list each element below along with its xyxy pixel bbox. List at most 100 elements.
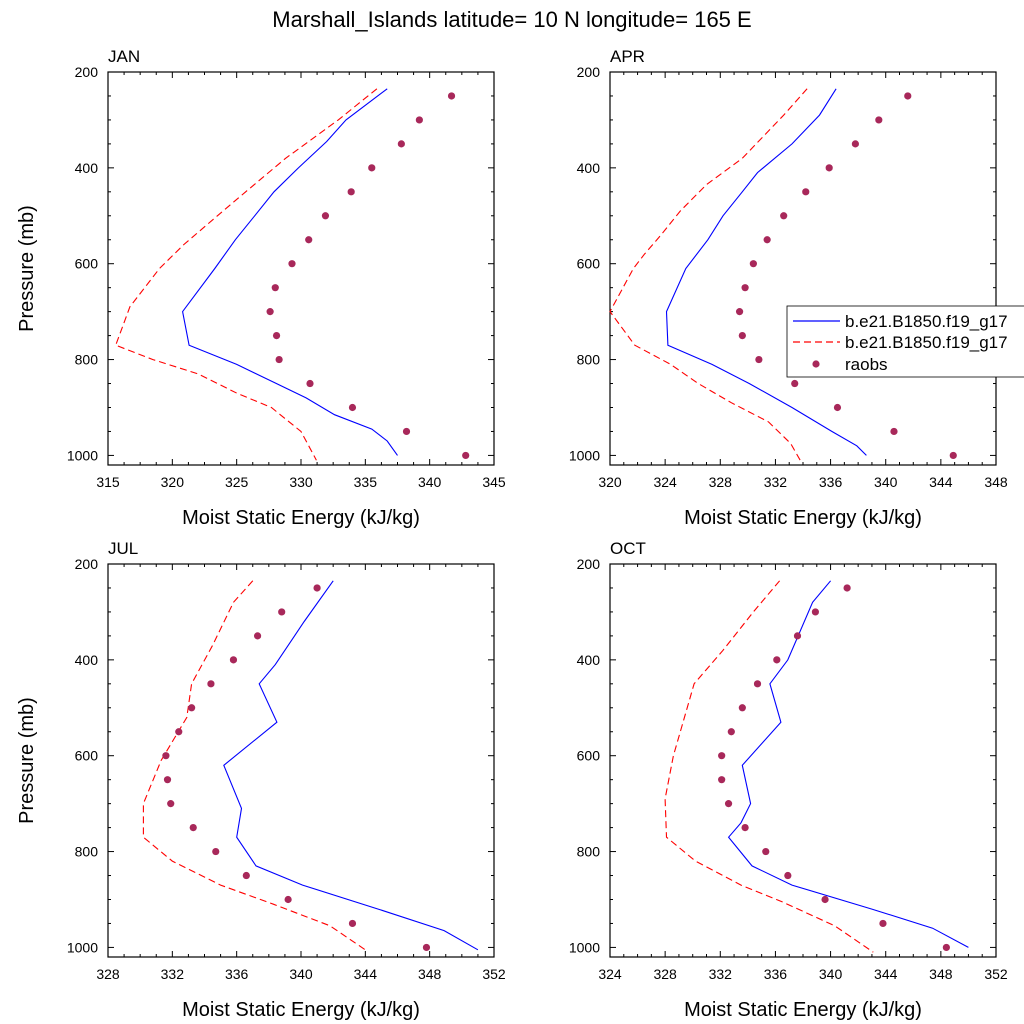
y-tick-label: 200 bbox=[577, 556, 601, 572]
raobs-point bbox=[275, 355, 283, 364]
figure-title: Marshall_Islands latitude= 10 N longitud… bbox=[272, 7, 751, 32]
raobs-point bbox=[348, 919, 357, 928]
raobs-point bbox=[188, 704, 196, 712]
raobs-point bbox=[175, 728, 183, 736]
y-tick-label: 600 bbox=[577, 256, 601, 272]
raobs-point bbox=[791, 379, 799, 388]
series-line-solid bbox=[182, 88, 398, 456]
x-tick-label: 348 bbox=[984, 474, 1008, 490]
raobs-point bbox=[422, 943, 431, 952]
raobs-point bbox=[189, 823, 197, 832]
raobs-point bbox=[890, 427, 898, 436]
plot-frame bbox=[107, 563, 495, 958]
y-tick-label: 400 bbox=[75, 160, 99, 176]
x-axis-label: Moist Static Energy (kJ/kg) bbox=[684, 999, 922, 1021]
raobs-point bbox=[397, 140, 405, 148]
x-tick-label: 340 bbox=[418, 474, 442, 490]
series-line-solid bbox=[665, 88, 867, 456]
x-tick-label: 336 bbox=[225, 966, 249, 982]
raobs-point bbox=[851, 140, 859, 148]
raobs-point bbox=[718, 776, 726, 784]
raobs-point bbox=[313, 584, 321, 592]
raobs-point bbox=[762, 847, 770, 856]
x-tick-label: 348 bbox=[418, 966, 442, 982]
raobs-point bbox=[402, 427, 411, 436]
raobs-point bbox=[163, 776, 172, 784]
raobs-point bbox=[162, 752, 170, 760]
x-tick-label: 328 bbox=[96, 966, 120, 982]
y-tick-label: 1000 bbox=[67, 447, 98, 463]
legend-swatch-dot bbox=[812, 360, 820, 368]
legend: b.e21.B1850.f19_g17 b.e21.B1850.f19_g17ra… bbox=[786, 305, 1024, 378]
x-tick-label: 335 bbox=[354, 474, 378, 490]
y-tick-label: 800 bbox=[75, 352, 99, 368]
raobs-point bbox=[305, 236, 313, 244]
x-tick-label: 330 bbox=[289, 474, 313, 490]
x-tick-label: 315 bbox=[96, 474, 120, 490]
raobs-point bbox=[347, 188, 355, 196]
raobs-point bbox=[242, 871, 250, 880]
x-tick-label: 340 bbox=[289, 966, 313, 982]
series-line-dashed bbox=[609, 88, 808, 461]
raobs-point bbox=[821, 895, 829, 904]
y-axis-label: Pressure (mb) bbox=[16, 697, 38, 824]
x-tick-label: 324 bbox=[653, 474, 677, 490]
raobs-point bbox=[462, 451, 470, 460]
raobs-point bbox=[415, 116, 423, 124]
raobs-point bbox=[843, 584, 851, 592]
raobs-point bbox=[942, 943, 950, 952]
raobs-point bbox=[793, 632, 802, 640]
x-tick-label: 320 bbox=[598, 474, 622, 490]
raobs-point bbox=[167, 800, 175, 808]
x-tick-label: 336 bbox=[819, 474, 843, 490]
raobs-point bbox=[753, 680, 762, 688]
raobs-point bbox=[272, 331, 281, 340]
x-tick-label: 344 bbox=[354, 966, 378, 982]
x-tick-label: 324 bbox=[598, 966, 622, 982]
legend-entry: raobs bbox=[845, 355, 888, 374]
raobs-point bbox=[904, 92, 912, 100]
x-axis-label: Moist Static Energy (kJ/kg) bbox=[182, 507, 420, 529]
raobs-point bbox=[229, 656, 238, 664]
y-tick-label: 800 bbox=[75, 844, 99, 860]
x-tick-label: 336 bbox=[764, 966, 788, 982]
x-tick-label: 340 bbox=[874, 474, 898, 490]
x-tick-label: 328 bbox=[709, 474, 733, 490]
raobs-point bbox=[738, 704, 746, 712]
x-tick-label: 352 bbox=[482, 966, 506, 982]
panel-label: APR bbox=[610, 47, 645, 66]
raobs-point bbox=[741, 823, 749, 832]
y-tick-label: 400 bbox=[577, 160, 601, 176]
series-line-dashed bbox=[142, 580, 366, 951]
raobs-point bbox=[266, 308, 274, 316]
plot-frame bbox=[609, 563, 997, 958]
raobs-point bbox=[447, 92, 456, 100]
raobs-point bbox=[755, 355, 763, 364]
y-tick-label: 200 bbox=[75, 556, 99, 572]
series-line-solid bbox=[223, 580, 479, 951]
raobs-point bbox=[802, 188, 810, 196]
raobs-point bbox=[321, 212, 330, 220]
raobs-point bbox=[811, 608, 820, 616]
raobs-point bbox=[212, 847, 220, 856]
raobs-point bbox=[735, 308, 744, 316]
series-line-dashed bbox=[664, 580, 874, 953]
panel-label: JAN bbox=[108, 47, 140, 66]
raobs-point bbox=[278, 608, 286, 616]
y-tick-label: 400 bbox=[577, 652, 601, 668]
raobs-point bbox=[284, 895, 292, 904]
x-axis-label: Moist Static Energy (kJ/kg) bbox=[182, 999, 420, 1021]
raobs-point bbox=[763, 236, 771, 244]
plot-frame bbox=[107, 71, 495, 466]
raobs-point bbox=[749, 260, 757, 268]
raobs-point bbox=[727, 728, 735, 736]
x-tick-label: 325 bbox=[225, 474, 249, 490]
raobs-point bbox=[718, 752, 726, 760]
series-line-solid bbox=[727, 580, 969, 948]
x-tick-label: 328 bbox=[653, 966, 677, 982]
raobs-point bbox=[879, 919, 887, 928]
panels: JAN 315 320 325 330 335 340 345 200 400 600 800 1000… bbox=[16, 47, 1008, 1021]
legend-entry: b.e21.B1850.f19_g17 bbox=[845, 312, 1008, 331]
panel-jul: JUL 328 332 336 340 344 348 352 200 400 600 800 1000… bbox=[16, 539, 506, 1021]
